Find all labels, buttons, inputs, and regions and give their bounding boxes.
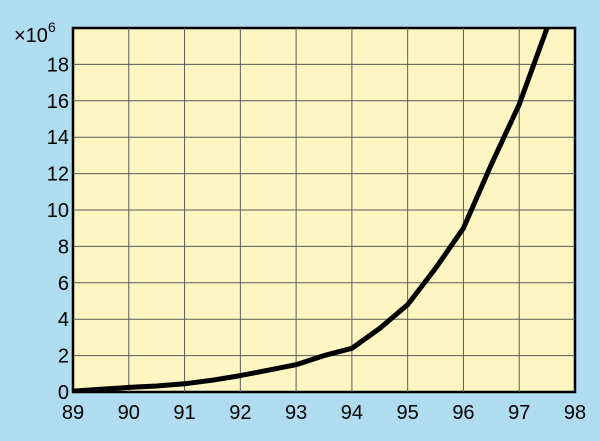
y-tick-label: 12 <box>47 164 69 186</box>
x-tick-label: 89 <box>62 402 84 424</box>
y-tick-label: 6 <box>58 273 69 295</box>
y-tick-label: 14 <box>47 127 69 149</box>
y-tick-label: 18 <box>47 54 69 76</box>
x-tick-label: 91 <box>173 402 195 424</box>
x-tick-label: 98 <box>564 402 586 424</box>
x-tick-label: 90 <box>118 402 140 424</box>
y-tick-label: 16 <box>47 91 69 113</box>
y-axis-multiplier-exponent: 6 <box>48 19 56 35</box>
x-tick-label: 96 <box>452 402 474 424</box>
y-axis-tick-labels: 0 2 4 6 8 10 12 14 16 18 <box>47 54 69 404</box>
x-tick-label: 93 <box>285 402 307 424</box>
x-tick-label: 95 <box>397 402 419 424</box>
y-tick-label: 10 <box>47 200 69 222</box>
x-tick-label: 92 <box>229 402 251 424</box>
series-group <box>73 28 550 392</box>
x-tick-label: 94 <box>341 402 363 424</box>
y-tick-label: 8 <box>58 236 69 258</box>
y-tick-label: 4 <box>58 309 69 331</box>
series-line <box>73 28 550 392</box>
x-axis-tick-labels: 89 90 91 92 93 94 95 96 97 98 <box>62 402 586 424</box>
y-tick-label: 0 <box>58 382 69 404</box>
y-tick-label: 2 <box>58 346 69 368</box>
y-axis-multiplier-base: ×10 <box>14 25 48 47</box>
x-tick-label: 97 <box>508 402 530 424</box>
y-axis-multiplier-label: ×106 <box>14 19 56 47</box>
